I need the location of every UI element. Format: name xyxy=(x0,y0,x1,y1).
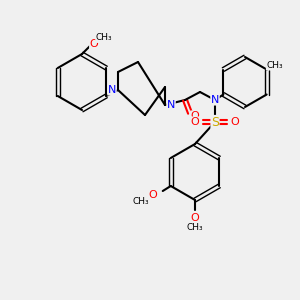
Text: N: N xyxy=(211,95,219,105)
Text: O: O xyxy=(90,39,98,49)
Text: O: O xyxy=(190,111,200,121)
Text: CH₃: CH₃ xyxy=(266,61,283,70)
Text: CH₃: CH₃ xyxy=(96,34,112,43)
Text: O: O xyxy=(190,213,200,223)
Text: O: O xyxy=(148,190,157,200)
Text: O: O xyxy=(190,117,200,127)
Text: N: N xyxy=(167,100,175,110)
Text: CH₃: CH₃ xyxy=(132,196,149,206)
Text: CH₃: CH₃ xyxy=(187,224,203,232)
Text: N: N xyxy=(108,85,116,95)
Text: S: S xyxy=(211,116,219,128)
Text: O: O xyxy=(231,117,239,127)
